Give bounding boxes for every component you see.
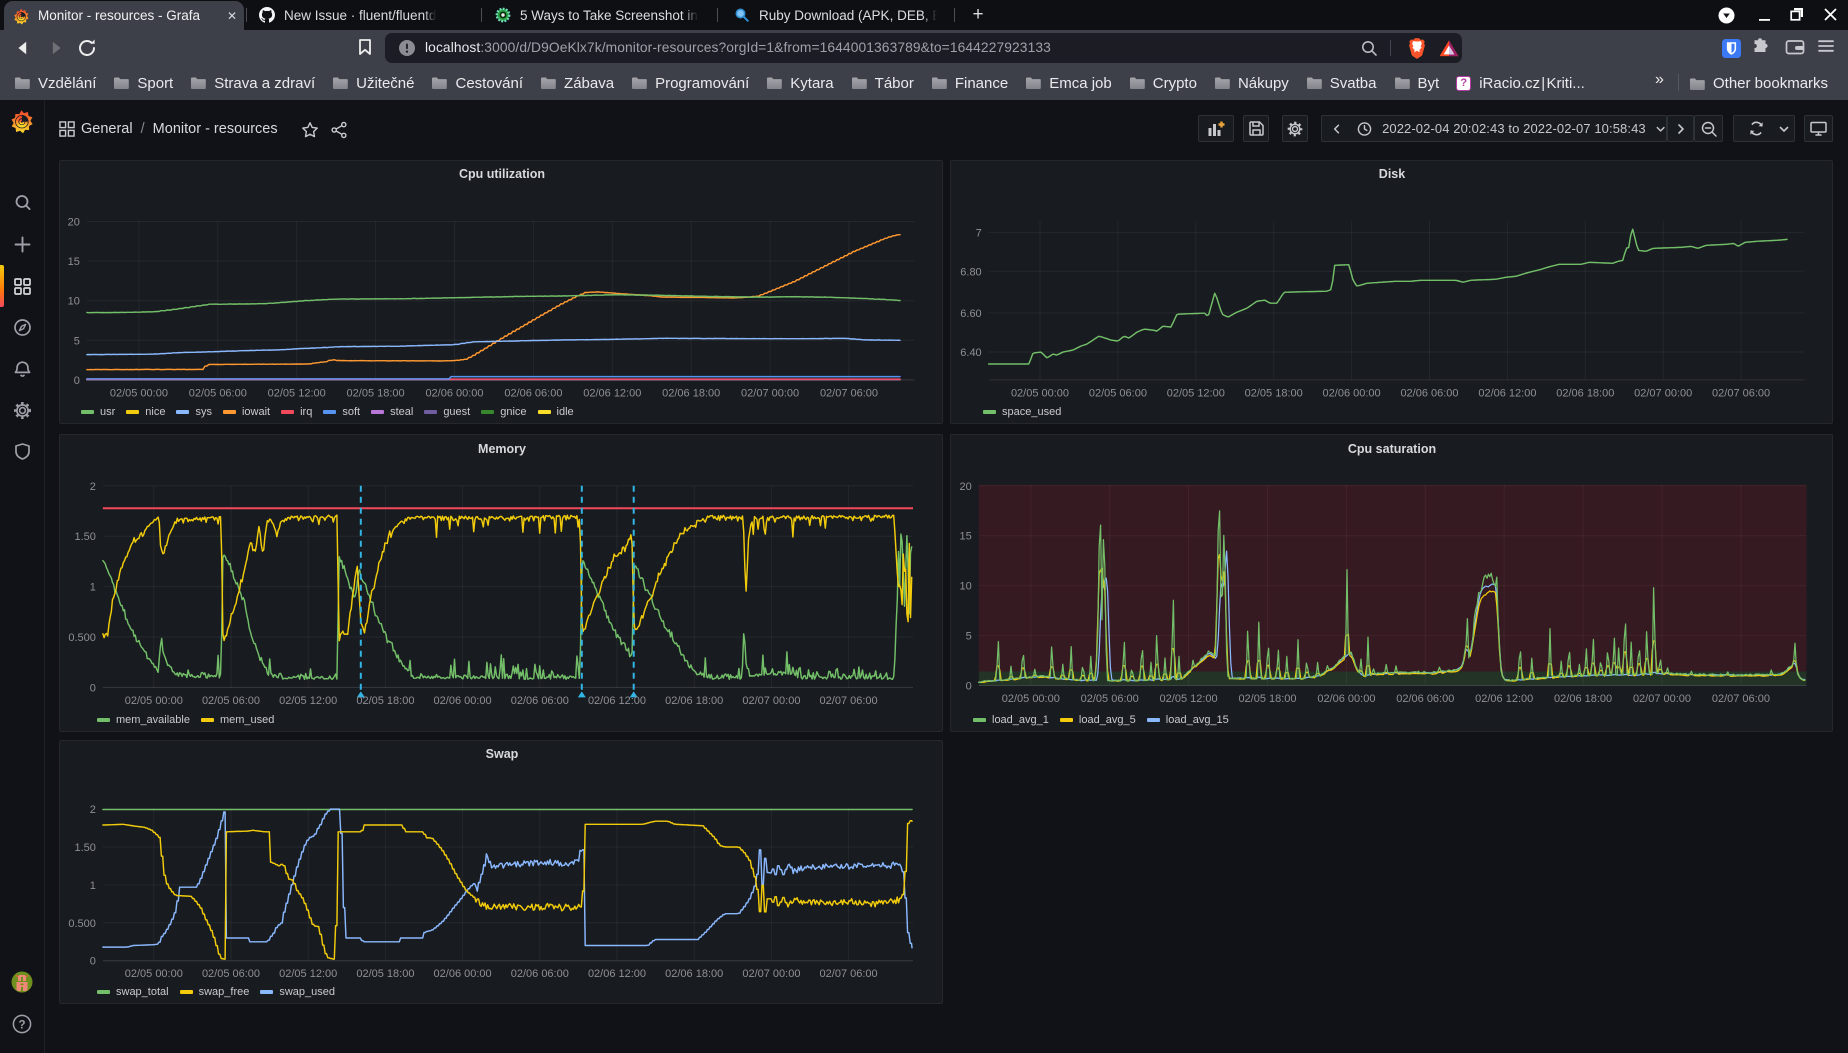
svg-text:02/07 00:00: 02/07 00:00	[1633, 693, 1691, 705]
svg-text:02/07 00:00: 02/07 00:00	[742, 968, 800, 980]
svg-text:02/07 06:00: 02/07 06:00	[820, 695, 878, 707]
svg-text:02/07 00:00: 02/07 00:00	[1634, 387, 1692, 399]
svg-text:0.500: 0.500	[68, 632, 96, 644]
svg-text:02/06 12:00: 02/06 12:00	[1475, 693, 1533, 705]
svg-text:02/05 00:00: 02/05 00:00	[125, 695, 183, 707]
svg-text:02/06 18:00: 02/06 18:00	[1556, 387, 1614, 399]
svg-text:2: 2	[90, 804, 96, 816]
svg-text:15: 15	[68, 256, 80, 268]
svg-text:02/07 06:00: 02/07 06:00	[820, 968, 878, 980]
svg-text:02/05 00:00: 02/05 00:00	[1011, 387, 1069, 399]
svg-text:02/06 00:00: 02/06 00:00	[434, 695, 492, 707]
svg-text:0.500: 0.500	[68, 917, 96, 929]
svg-text:02/05 06:00: 02/05 06:00	[202, 968, 260, 980]
svg-text:02/06 00:00: 02/06 00:00	[434, 968, 492, 980]
svg-text:6.80: 6.80	[960, 266, 981, 278]
svg-text:02/07 06:00: 02/07 06:00	[820, 387, 878, 399]
svg-text:02/05 12:00: 02/05 12:00	[1167, 387, 1225, 399]
svg-text:02/05 06:00: 02/05 06:00	[202, 695, 260, 707]
svg-text:7: 7	[976, 227, 982, 239]
svg-text:02/06 06:00: 02/06 06:00	[1400, 387, 1458, 399]
svg-text:02/05 06:00: 02/05 06:00	[1089, 387, 1147, 399]
svg-text:0: 0	[90, 682, 96, 694]
svg-text:02/06 12:00: 02/06 12:00	[588, 968, 646, 980]
svg-text:02/05 00:00: 02/05 00:00	[1002, 693, 1060, 705]
svg-text:02/06 18:00: 02/06 18:00	[665, 968, 723, 980]
svg-text:0: 0	[90, 955, 96, 967]
svg-text:02/07 00:00: 02/07 00:00	[741, 387, 799, 399]
svg-text:6.40: 6.40	[960, 347, 981, 359]
svg-text:02/06 06:00: 02/06 06:00	[511, 695, 569, 707]
svg-text:02/06 12:00: 02/06 12:00	[588, 695, 646, 707]
svg-text:02/06 06:00: 02/06 06:00	[511, 968, 569, 980]
svg-text:02/06 06:00: 02/06 06:00	[1396, 693, 1454, 705]
svg-text:02/05 12:00: 02/05 12:00	[1160, 693, 1218, 705]
svg-text:2: 2	[90, 481, 96, 493]
svg-text:02/06 18:00: 02/06 18:00	[662, 387, 720, 399]
svg-text:5: 5	[966, 631, 972, 643]
svg-text:10: 10	[960, 581, 972, 593]
svg-text:02/06 12:00: 02/06 12:00	[583, 387, 641, 399]
svg-text:02/06 00:00: 02/06 00:00	[425, 387, 483, 399]
svg-text:02/05 06:00: 02/05 06:00	[1081, 693, 1139, 705]
svg-text:02/05 12:00: 02/05 12:00	[279, 695, 337, 707]
svg-text:02/07 06:00: 02/07 06:00	[1712, 693, 1770, 705]
svg-text:15: 15	[960, 531, 972, 543]
svg-text:1: 1	[90, 582, 96, 594]
svg-text:02/06 18:00: 02/06 18:00	[665, 695, 723, 707]
svg-text:02/05 00:00: 02/05 00:00	[110, 387, 168, 399]
svg-text:1.50: 1.50	[74, 842, 95, 854]
svg-text:02/06 00:00: 02/06 00:00	[1317, 693, 1375, 705]
svg-text:02/06 06:00: 02/06 06:00	[504, 387, 562, 399]
svg-text:02/06 18:00: 02/06 18:00	[1554, 693, 1612, 705]
svg-text:0: 0	[74, 374, 80, 386]
svg-text:0: 0	[966, 681, 972, 693]
svg-text:02/05 18:00: 02/05 18:00	[356, 968, 414, 980]
svg-text:5: 5	[74, 335, 80, 347]
svg-text:02/05 18:00: 02/05 18:00	[347, 387, 405, 399]
svg-text:02/07 00:00: 02/07 00:00	[742, 695, 800, 707]
svg-text:02/05 18:00: 02/05 18:00	[1245, 387, 1303, 399]
svg-text:6.60: 6.60	[960, 307, 981, 319]
svg-text:02/06 00:00: 02/06 00:00	[1323, 387, 1381, 399]
svg-text:02/06 12:00: 02/06 12:00	[1478, 387, 1536, 399]
svg-text:02/05 12:00: 02/05 12:00	[268, 387, 326, 399]
svg-text:1: 1	[90, 879, 96, 891]
svg-text:20: 20	[68, 216, 80, 228]
svg-text:02/05 18:00: 02/05 18:00	[356, 695, 414, 707]
svg-text:20: 20	[960, 481, 972, 493]
svg-text:10: 10	[68, 295, 80, 307]
svg-text:02/05 06:00: 02/05 06:00	[189, 387, 247, 399]
svg-text:02/05 00:00: 02/05 00:00	[125, 968, 183, 980]
svg-text:1.50: 1.50	[74, 531, 95, 543]
svg-text:02/05 18:00: 02/05 18:00	[1238, 693, 1296, 705]
svg-text:02/07 06:00: 02/07 06:00	[1712, 387, 1770, 399]
svg-text:02/05 12:00: 02/05 12:00	[279, 968, 337, 980]
